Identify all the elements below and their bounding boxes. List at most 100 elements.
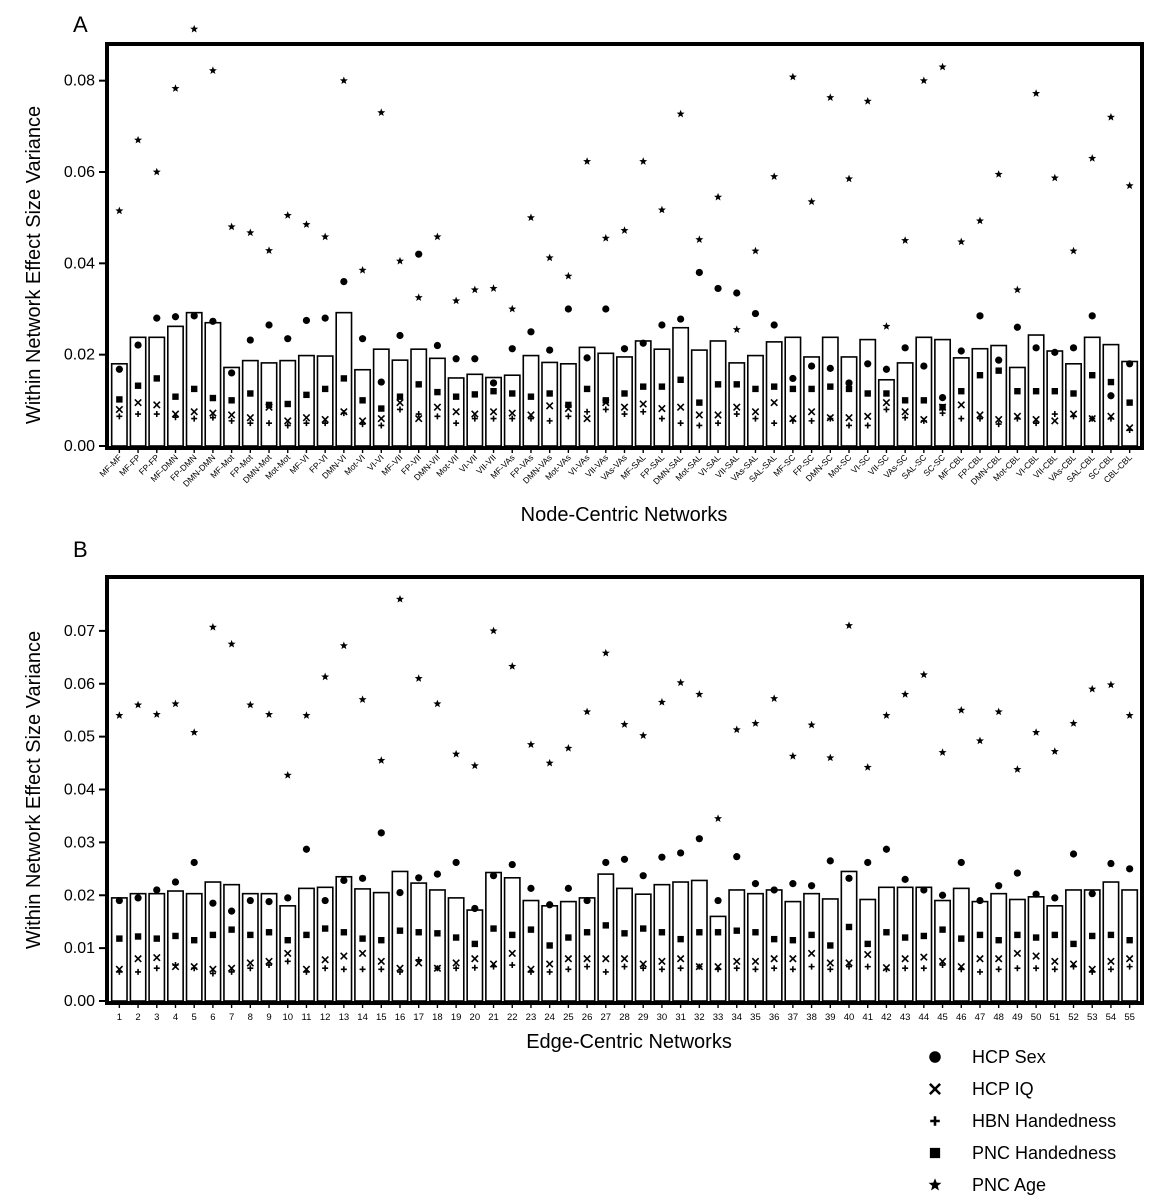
point-hbn-handedness-6 bbox=[209, 970, 216, 977]
point-hbn-handedness-54 bbox=[1107, 966, 1114, 973]
xtick-label-35: 35 bbox=[750, 1012, 761, 1023]
point-pnc-handedness-fp-vii bbox=[415, 381, 422, 388]
point-pnc-age-vi-sal bbox=[714, 192, 723, 201]
xtick-label-47: 47 bbox=[975, 1012, 986, 1023]
point-pnc-age-49 bbox=[1013, 765, 1022, 773]
legend-label-hcp-iq: HCP IQ bbox=[972, 1079, 1034, 1099]
point-hcp-sex-fp-sc bbox=[807, 362, 816, 370]
xtick-label-8: 8 bbox=[248, 1012, 253, 1023]
point-hcp-iq-29 bbox=[639, 960, 647, 968]
bar-11 bbox=[297, 887, 315, 1002]
point-pnc-handedness-18 bbox=[434, 930, 441, 937]
point-pnc-handedness-35 bbox=[752, 929, 759, 936]
point-hcp-iq-9 bbox=[265, 957, 273, 966]
ytick-label: 0.01 bbox=[64, 940, 95, 957]
xtick-label-53: 53 bbox=[1087, 1012, 1098, 1023]
xtick-label-mf-fp: MF-FP bbox=[117, 452, 143, 478]
point-hcp-iq-8 bbox=[246, 959, 255, 967]
point-pnc-handedness-53 bbox=[1089, 932, 1096, 940]
legend-label-pnc-age: PNC Age bbox=[972, 1175, 1046, 1195]
point-hcp-iq-vi-vi bbox=[377, 414, 386, 423]
point-hcp-iq-26 bbox=[583, 954, 591, 963]
point-pnc-handedness-mf-vi bbox=[303, 391, 310, 399]
point-pnc-age-mot-sc bbox=[845, 174, 853, 183]
point-hbn-handedness-2 bbox=[135, 968, 142, 975]
point-pnc-age-35 bbox=[751, 719, 760, 727]
point-hcp-sex-sal-sal bbox=[770, 321, 778, 329]
point-pnc-age-4 bbox=[171, 699, 180, 708]
point-pnc-handedness-41 bbox=[864, 940, 871, 948]
point-pnc-handedness-mf-mf bbox=[116, 396, 123, 403]
point-pnc-age-dmn-vas bbox=[545, 253, 554, 262]
legend-item-pnc-age: PNC Age bbox=[928, 1175, 1046, 1195]
point-pnc-age-33 bbox=[714, 814, 723, 822]
point-pnc-handedness-39 bbox=[827, 942, 834, 949]
point-hcp-sex-17 bbox=[415, 874, 423, 882]
point-hcp-iq-vi-vii bbox=[471, 410, 479, 418]
point-hbn-handedness-fp-fp bbox=[153, 411, 160, 418]
bar-vii-cbl bbox=[1046, 350, 1064, 447]
point-hbn-handedness-7 bbox=[228, 968, 235, 975]
point-hbn-handedness-4 bbox=[172, 962, 179, 969]
point-pnc-handedness-vii-sal bbox=[733, 381, 740, 388]
bar-48 bbox=[990, 892, 1008, 1002]
legend-label-pnc-handedness: PNC Handedness bbox=[972, 1143, 1116, 1163]
point-pnc-handedness-dmn-sc bbox=[827, 383, 834, 390]
bar-vi-vas bbox=[578, 346, 596, 447]
point-pnc-handedness-29 bbox=[640, 925, 647, 932]
xtick-label-19: 19 bbox=[451, 1012, 462, 1023]
point-pnc-age-41 bbox=[863, 763, 872, 771]
bar-sal-cbl bbox=[1083, 336, 1101, 447]
point-pnc-age-mot-sal bbox=[695, 235, 704, 243]
bar-mf-mot bbox=[223, 366, 241, 447]
point-hcp-sex-26 bbox=[583, 896, 591, 905]
point-hbn-handedness-31 bbox=[677, 965, 684, 972]
point-hbn-handedness-fp-vas bbox=[527, 415, 534, 422]
point-hcp-sex-vii-vii bbox=[489, 379, 498, 387]
point-hbn-handedness-47 bbox=[976, 968, 983, 975]
point-pnc-handedness-37 bbox=[789, 936, 797, 944]
point-pnc-age-24 bbox=[545, 758, 554, 767]
bar-32 bbox=[690, 879, 708, 1002]
xtick-label-40: 40 bbox=[844, 1012, 855, 1023]
point-pnc-age-dmn-cbl bbox=[994, 170, 1003, 178]
point-pnc-age-vi-vi bbox=[377, 108, 386, 117]
point-pnc-age-38 bbox=[807, 720, 816, 729]
point-hcp-iq-7 bbox=[227, 964, 236, 972]
xtick-label-36: 36 bbox=[769, 1012, 780, 1023]
point-pnc-age-31 bbox=[676, 678, 685, 687]
point-hcp-sex-mot-vi bbox=[358, 335, 367, 343]
bar-28 bbox=[616, 887, 633, 1002]
point-hcp-iq-mot-sal bbox=[695, 411, 704, 419]
bar-27 bbox=[597, 873, 615, 1002]
xtick-label-49: 49 bbox=[1012, 1012, 1023, 1023]
point-hbn-handedness-vas-vas bbox=[621, 411, 628, 418]
bar-fp-vii bbox=[410, 348, 428, 447]
point-hcp-sex-6 bbox=[209, 899, 217, 907]
point-hbn-handedness-15 bbox=[378, 966, 385, 973]
point-hcp-iq-fp-vii bbox=[414, 414, 423, 423]
bar-vas-cbl bbox=[1065, 362, 1082, 447]
point-hbn-handedness-19 bbox=[453, 965, 460, 972]
point-hcp-iq-17 bbox=[414, 959, 423, 967]
point-pnc-handedness-31 bbox=[677, 935, 684, 943]
legend-marker-hcp-sex bbox=[929, 1051, 941, 1063]
point-hcp-iq-dmn-cbl bbox=[994, 415, 1003, 424]
bar-23 bbox=[522, 899, 540, 1002]
point-hcp-iq-fp-dmn bbox=[190, 407, 198, 416]
point-hcp-sex-mf-vas bbox=[508, 345, 516, 353]
point-hbn-handedness-sc-sc bbox=[939, 410, 946, 417]
bar-sc-sc bbox=[934, 338, 952, 447]
bar-mf-vi bbox=[297, 354, 315, 447]
panel-b: B Within Network Effect Size Variance 0.… bbox=[23, 537, 1144, 1053]
point-pnc-handedness-28 bbox=[621, 930, 628, 937]
point-pnc-handedness-33 bbox=[714, 929, 722, 936]
point-pnc-handedness-40 bbox=[845, 923, 853, 931]
point-hcp-iq-mot-vi bbox=[358, 417, 367, 425]
point-pnc-handedness-13 bbox=[340, 929, 348, 936]
point-pnc-handedness-8 bbox=[247, 931, 254, 939]
point-hcp-iq-mot-mot bbox=[283, 417, 292, 425]
point-hcp-iq-fp-mot bbox=[246, 413, 255, 422]
xtick-label-31: 31 bbox=[675, 1012, 686, 1023]
